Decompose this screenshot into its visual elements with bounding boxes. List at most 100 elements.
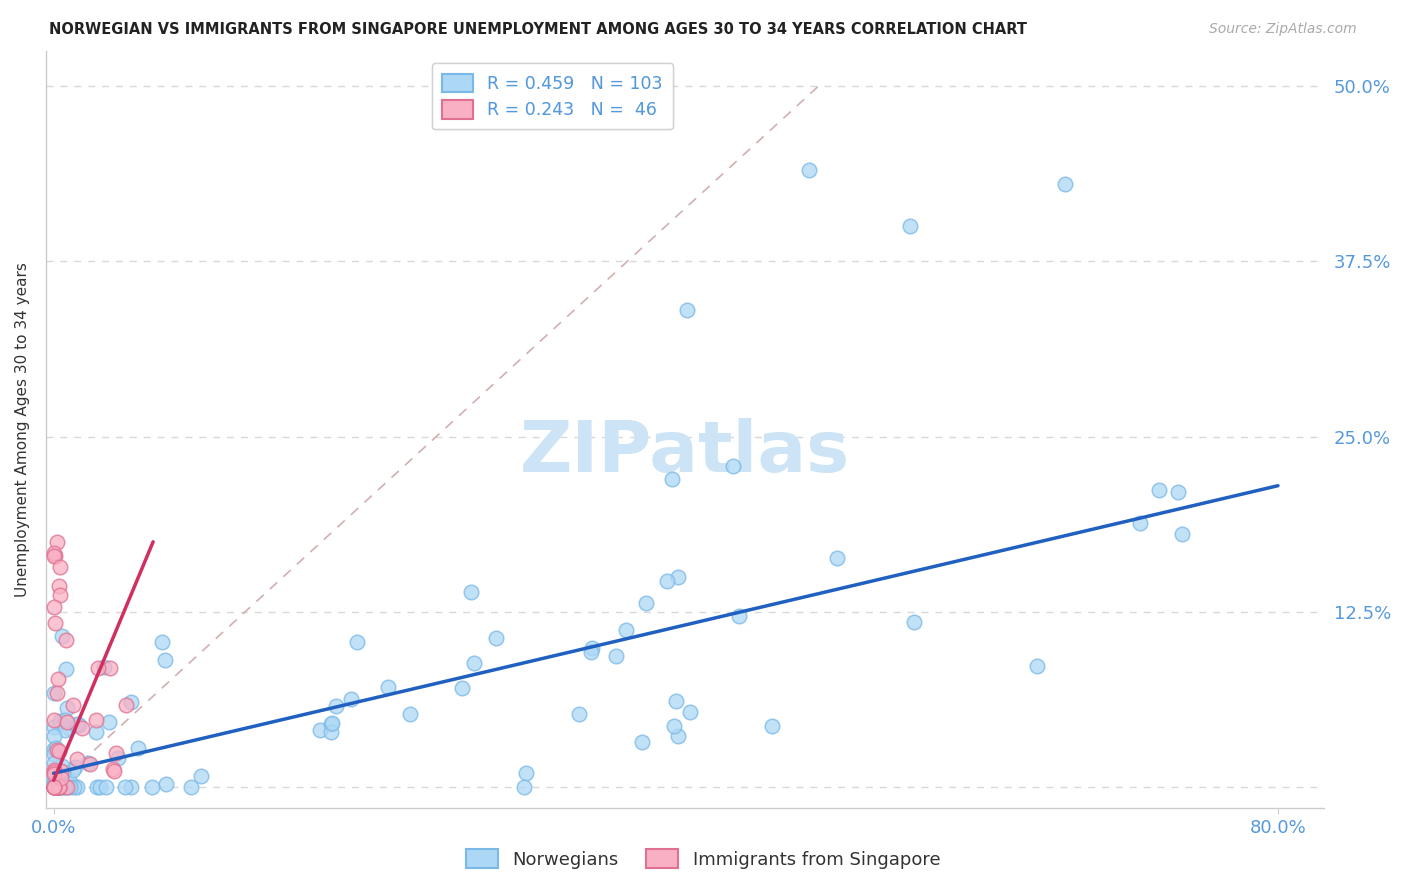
Point — [190, 769, 212, 783]
Point — [581, 641, 603, 656]
Point — [723, 459, 745, 474]
Point — [62, 763, 84, 777]
Point — [150, 635, 173, 649]
Point — [655, 574, 678, 588]
Point — [120, 780, 142, 795]
Point — [898, 219, 921, 233]
Point — [53, 780, 76, 795]
Point — [44, 713, 66, 727]
Point — [1129, 516, 1152, 530]
Point — [52, 780, 75, 795]
Point — [51, 759, 73, 773]
Point — [44, 546, 66, 560]
Point — [48, 780, 70, 795]
Point — [44, 616, 66, 631]
Point — [1054, 177, 1077, 191]
Point — [48, 588, 70, 602]
Point — [399, 707, 422, 722]
Point — [55, 780, 77, 795]
Point — [63, 760, 86, 774]
Point — [103, 764, 125, 778]
Point — [676, 303, 699, 318]
Point — [661, 472, 683, 486]
Point — [49, 780, 72, 795]
Point — [45, 780, 67, 795]
Point — [49, 780, 72, 795]
Point — [485, 632, 508, 646]
Point — [53, 713, 76, 727]
Point — [728, 608, 751, 623]
Point — [321, 715, 343, 730]
Point — [42, 729, 65, 743]
Point — [93, 660, 115, 674]
Point — [1026, 659, 1049, 673]
Point — [614, 623, 637, 637]
Point — [62, 780, 84, 795]
Point — [319, 716, 342, 731]
Point — [59, 774, 82, 789]
Point — [340, 692, 363, 706]
Point — [581, 644, 603, 658]
Point — [42, 741, 65, 756]
Point — [44, 780, 66, 795]
Point — [45, 780, 67, 795]
Point — [77, 756, 100, 771]
Point — [42, 775, 65, 789]
Point — [48, 579, 70, 593]
Point — [55, 632, 77, 647]
Text: ZIPatlas: ZIPatlas — [520, 417, 851, 487]
Point — [45, 685, 67, 699]
Point — [89, 780, 111, 795]
Text: NORWEGIAN VS IMMIGRANTS FROM SINGAPORE UNEMPLOYMENT AMONG AGES 30 TO 34 YEARS CO: NORWEGIAN VS IMMIGRANTS FROM SINGAPORE U… — [49, 22, 1028, 37]
Point — [127, 740, 149, 755]
Point — [66, 716, 89, 731]
Point — [52, 764, 75, 779]
Point — [180, 780, 202, 795]
Point — [42, 780, 65, 795]
Point — [761, 719, 783, 733]
Point — [319, 725, 342, 739]
Point — [45, 780, 67, 795]
Point — [67, 718, 90, 732]
Point — [377, 680, 399, 694]
Point — [84, 713, 107, 727]
Point — [44, 686, 66, 700]
Point — [1147, 483, 1170, 497]
Point — [98, 714, 121, 729]
Point — [42, 780, 65, 795]
Point — [51, 771, 73, 785]
Point — [55, 662, 77, 676]
Point — [634, 596, 657, 610]
Point — [45, 780, 67, 795]
Point — [463, 657, 485, 671]
Point — [46, 743, 69, 757]
Point — [101, 762, 124, 776]
Text: Source: ZipAtlas.com: Source: ZipAtlas.com — [1209, 22, 1357, 37]
Point — [59, 780, 82, 795]
Point — [98, 661, 121, 675]
Point — [42, 780, 65, 795]
Point — [45, 780, 67, 795]
Point — [58, 721, 80, 735]
Point — [53, 723, 76, 738]
Point — [66, 752, 89, 766]
Point — [48, 780, 70, 795]
Point — [679, 706, 702, 720]
Point — [346, 635, 368, 649]
Point — [55, 701, 77, 715]
Point — [45, 780, 67, 795]
Point — [45, 741, 67, 756]
Point — [49, 559, 72, 574]
Point — [46, 780, 69, 795]
Point — [665, 694, 688, 708]
Point — [66, 780, 89, 795]
Point — [45, 780, 67, 795]
Point — [42, 780, 65, 795]
Point — [42, 766, 65, 780]
Point — [515, 765, 537, 780]
Point — [451, 681, 474, 696]
Point — [86, 780, 108, 795]
Point — [42, 765, 65, 780]
Point — [42, 720, 65, 734]
Point — [42, 756, 65, 771]
